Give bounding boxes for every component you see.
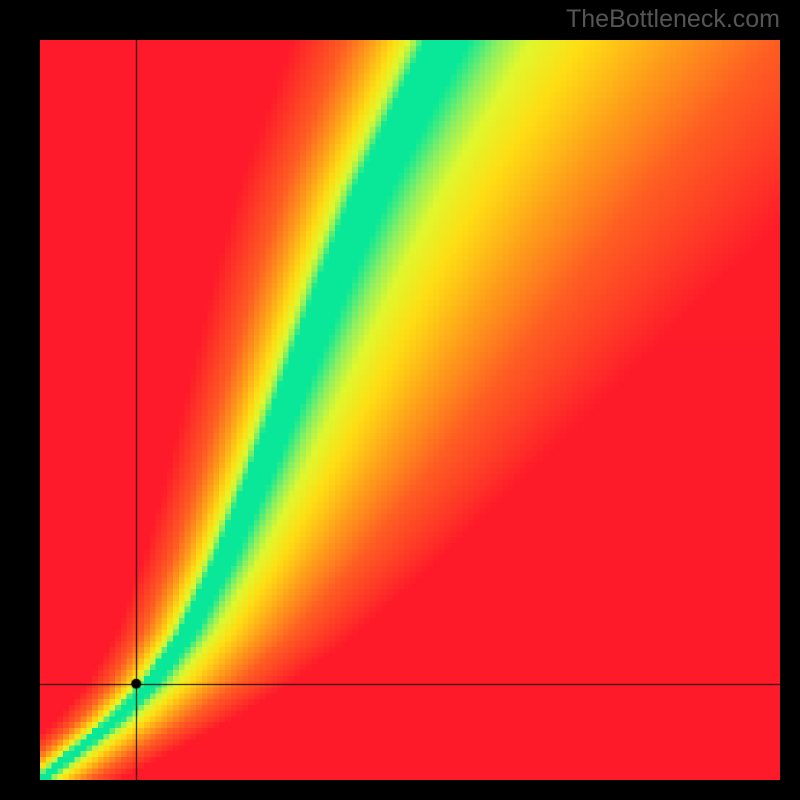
watermark-text: TheBottleneck.com (566, 5, 780, 34)
chart-container: TheBottleneck.com (0, 0, 800, 800)
crosshair-overlay (0, 0, 800, 800)
